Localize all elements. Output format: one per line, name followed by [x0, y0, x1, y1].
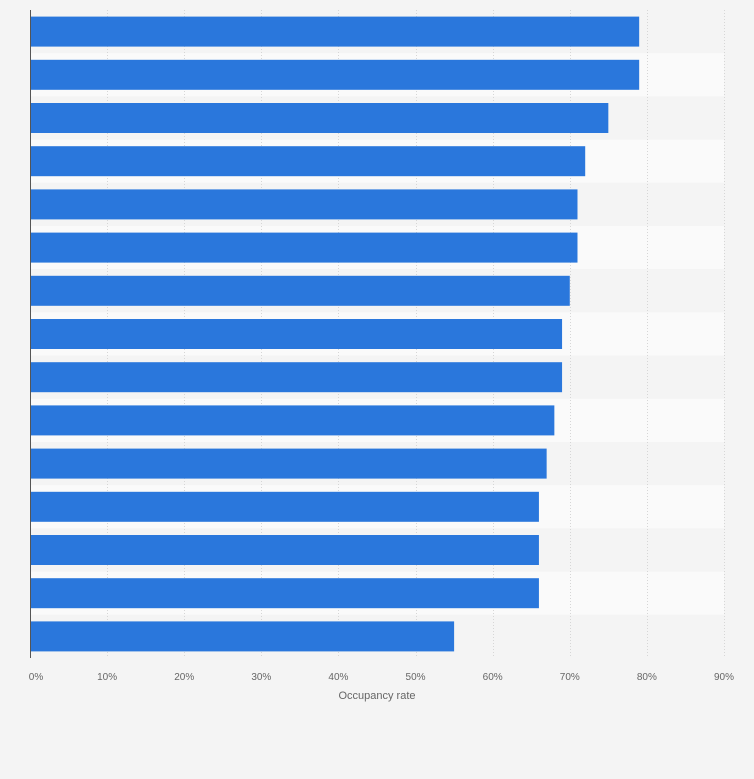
bar[interactable]	[30, 578, 539, 609]
bar[interactable]	[30, 319, 563, 349]
x-tick-label: 70%	[560, 672, 580, 683]
bar[interactable]	[30, 275, 570, 306]
x-axis-title: Occupancy rate	[338, 690, 415, 702]
bar[interactable]	[30, 448, 547, 479]
bar[interactable]	[30, 232, 578, 263]
bar[interactable]	[30, 405, 555, 436]
bars	[30, 16, 640, 652]
bar[interactable]	[30, 535, 539, 565]
x-tick-label: 40%	[328, 672, 348, 683]
x-tick-label: 80%	[637, 672, 657, 683]
bar[interactable]	[30, 59, 640, 90]
x-tick-label: 30%	[251, 672, 271, 683]
x-axis-ticks: 0% 10% 20% 30% 40% 50% 60% 70% 80% 90%	[29, 672, 734, 683]
bar[interactable]	[30, 491, 539, 522]
x-tick-label: 20%	[174, 672, 194, 683]
bar[interactable]	[30, 189, 578, 220]
x-tick-label: 60%	[483, 672, 503, 683]
x-tick-label: 90%	[714, 672, 734, 683]
x-tick-label: 50%	[406, 672, 426, 683]
bar[interactable]	[30, 362, 563, 393]
x-tick-label: 0%	[29, 672, 44, 683]
bar[interactable]	[30, 621, 455, 652]
x-tick-label: 10%	[97, 672, 117, 683]
bar[interactable]	[30, 103, 609, 133]
bar[interactable]	[30, 146, 586, 177]
bar[interactable]	[30, 16, 640, 47]
